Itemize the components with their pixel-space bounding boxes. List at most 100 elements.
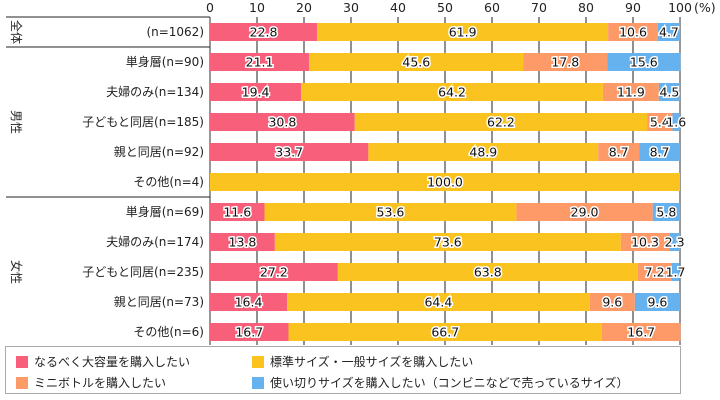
bar-segment bbox=[210, 233, 275, 251]
legend-label: なるべく大容量を購入したい bbox=[34, 355, 191, 369]
bar-segment bbox=[598, 143, 640, 161]
data-label: 45.6 bbox=[402, 55, 430, 70]
bar-segment bbox=[210, 113, 355, 131]
x-tick-label: 10 bbox=[249, 0, 265, 15]
data-label: 11.9 bbox=[617, 85, 645, 100]
data-label: 64.4 bbox=[424, 295, 452, 310]
bar-segment bbox=[608, 23, 658, 41]
stacked-bar-chart: 0 10 20 30 40 50 60 70 80 90 100 (%) (n=1062) 22.8 61.… bbox=[6, 0, 716, 348]
data-label: 29.0 bbox=[571, 205, 599, 220]
group-label: 全体 bbox=[9, 20, 24, 44]
group-label: 男性 bbox=[9, 110, 23, 134]
data-label: 10.3 bbox=[631, 235, 659, 250]
data-label: 17.8 bbox=[551, 55, 579, 70]
x-tick-label: 70 bbox=[531, 0, 547, 15]
legend-label: 標準サイズ・一般サイズを購入したい bbox=[270, 355, 474, 369]
data-label: 48.9 bbox=[469, 145, 497, 160]
data-label: 10.6 bbox=[619, 25, 647, 40]
data-label: 7.2 bbox=[645, 265, 665, 280]
bar-segment bbox=[602, 83, 659, 101]
unit-label: (%) bbox=[694, 0, 716, 15]
bar-segment bbox=[210, 83, 302, 101]
data-label: 19.4 bbox=[242, 85, 270, 100]
category-label: その他(n=4) bbox=[133, 175, 204, 189]
bar-segment bbox=[589, 293, 635, 311]
bar-segment bbox=[658, 83, 680, 101]
bar-segment bbox=[210, 263, 338, 281]
bar-segment bbox=[210, 203, 265, 221]
bar-segment bbox=[210, 53, 310, 71]
data-label: 100.0 bbox=[427, 175, 463, 190]
data-label: 73.6 bbox=[434, 235, 462, 250]
bar-segment bbox=[516, 203, 653, 221]
group-label: 女性 bbox=[9, 260, 24, 284]
legend-swatch bbox=[16, 376, 28, 389]
data-label: 5.8 bbox=[656, 205, 676, 220]
category-label: 子どもと同居(n=235) bbox=[82, 265, 204, 279]
legend-swatch bbox=[16, 355, 28, 368]
data-label: 15.6 bbox=[630, 55, 658, 70]
bar-segment bbox=[264, 203, 517, 221]
bar-segment bbox=[354, 113, 648, 131]
legend-swatch bbox=[252, 355, 264, 368]
bar-segment bbox=[274, 233, 621, 251]
data-label: 61.9 bbox=[449, 25, 477, 40]
bar-segment bbox=[601, 323, 681, 341]
x-tick-label: 100 bbox=[668, 0, 692, 15]
bar-segment bbox=[637, 263, 672, 281]
data-label: 22.8 bbox=[250, 25, 278, 40]
bar-segment bbox=[620, 233, 670, 251]
bar-segment bbox=[671, 263, 680, 281]
data-label: 16.7 bbox=[235, 325, 263, 340]
bar-segment bbox=[288, 323, 602, 341]
bar-segment bbox=[287, 293, 590, 311]
bar-segment bbox=[337, 263, 638, 281]
x-tick-label: 0 bbox=[206, 0, 214, 15]
bar-segment bbox=[210, 143, 369, 161]
legend-item: なるべく大容量を購入したい bbox=[16, 353, 190, 370]
bar-segment bbox=[639, 143, 680, 161]
data-label: 11.6 bbox=[223, 205, 251, 220]
category-label: 夫婦のみ(n=174) bbox=[106, 234, 204, 249]
data-label: 5.4 bbox=[650, 115, 670, 130]
bar-segment bbox=[309, 53, 524, 71]
data-label: 16.7 bbox=[627, 325, 655, 340]
data-label: 9.6 bbox=[647, 295, 667, 310]
bar-segment bbox=[669, 233, 680, 251]
legend-item: 使い切りサイズを購入したい（コンビニなどで売っているサイズ） bbox=[252, 374, 628, 391]
bar-segment bbox=[368, 143, 599, 161]
data-label: 21.1 bbox=[246, 55, 274, 70]
data-label: 27.2 bbox=[260, 265, 288, 280]
bar-segment bbox=[317, 23, 609, 41]
x-tick-label: 20 bbox=[296, 0, 312, 15]
data-label: 64.2 bbox=[438, 85, 466, 100]
bar-segment bbox=[672, 113, 680, 131]
x-tick-label: 50 bbox=[437, 0, 453, 15]
data-label: 62.2 bbox=[487, 115, 515, 130]
bar-segment bbox=[210, 323, 289, 341]
bar-segment bbox=[210, 173, 680, 191]
data-label: 30.8 bbox=[268, 115, 296, 130]
data-label: 4.7 bbox=[659, 25, 679, 40]
data-label: 16.4 bbox=[235, 295, 263, 310]
data-label: 66.7 bbox=[431, 325, 459, 340]
legend-label: ミニボトルを購入したい bbox=[34, 376, 167, 390]
data-label: 13.8 bbox=[229, 235, 257, 250]
bar-segment bbox=[210, 23, 318, 41]
category-label: 単身層(n=69) bbox=[126, 204, 204, 219]
data-label: 63.8 bbox=[474, 265, 502, 280]
data-label: 1.6 bbox=[666, 115, 686, 130]
data-label: 9.6 bbox=[602, 295, 622, 310]
bar-segment bbox=[607, 53, 681, 71]
bar-segment bbox=[652, 203, 680, 221]
legend-label: 使い切りサイズを購入したい（コンビニなどで売っているサイズ） bbox=[270, 376, 629, 390]
category-label: 子どもと同居(n=185) bbox=[82, 115, 204, 129]
bar-segment bbox=[523, 53, 608, 71]
legend: なるべく大容量を購入したい 標準サイズ・一般サイズを購入したい ミニボトルを購入… bbox=[5, 346, 681, 394]
data-label: 53.6 bbox=[377, 205, 405, 220]
bar-segment bbox=[210, 293, 288, 311]
category-label: 親と同居(n=73) bbox=[114, 295, 204, 309]
data-label: 2.3 bbox=[665, 235, 685, 250]
bar-segment bbox=[634, 293, 680, 311]
